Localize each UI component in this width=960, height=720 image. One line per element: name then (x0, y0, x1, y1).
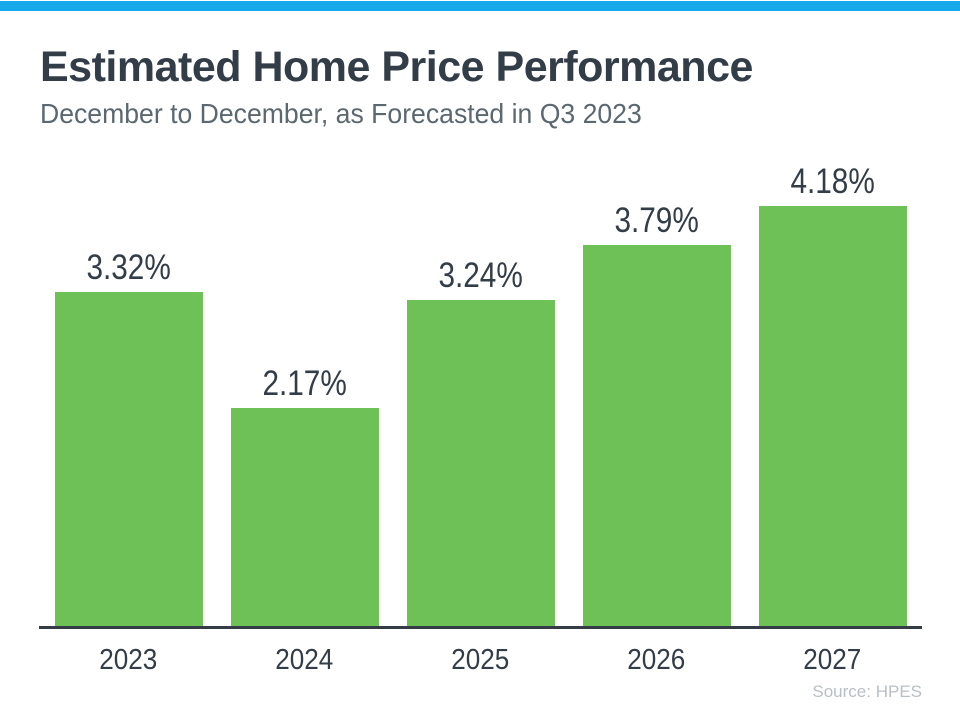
bar-value-label: 4.18% (790, 162, 875, 201)
bars: 3.32% 2.17% 3.24% 3.79% 4.18% (39, 164, 922, 626)
bar-column: 2.17% (230, 364, 379, 626)
x-axis-line (39, 626, 922, 629)
bar-value-label: 2.17% (262, 364, 347, 403)
chart-subtitle: December to December, as Forecasted in Q… (40, 98, 642, 129)
x-axis-tick-label: 2026 (627, 644, 686, 676)
bar-value-label: 3.24% (438, 256, 523, 295)
bar (758, 206, 907, 626)
bar-value-label: 3.32% (86, 248, 171, 287)
x-axis-labels: 2023 2024 2025 2026 2027 (39, 646, 922, 675)
chart-title: Estimated Home Price Performance (40, 43, 753, 91)
top-accent-bar (0, 1, 960, 11)
x-axis-tick-label: 2024 (275, 644, 334, 676)
source-label: Source: HPES (812, 682, 922, 701)
x-axis-tick-label: 2027 (803, 644, 862, 676)
bar-column: 4.18% (758, 162, 907, 626)
bar (54, 292, 203, 626)
bar-value-label: 3.79% (614, 201, 699, 240)
bar (406, 300, 555, 626)
x-axis-tick-label: 2025 (451, 644, 510, 676)
bar-column: 3.32% (54, 248, 203, 626)
bar-column: 3.79% (582, 201, 731, 626)
bar (230, 408, 379, 626)
bar-column: 3.24% (406, 256, 555, 626)
x-axis-tick-label: 2023 (99, 644, 158, 676)
bar (582, 245, 731, 626)
